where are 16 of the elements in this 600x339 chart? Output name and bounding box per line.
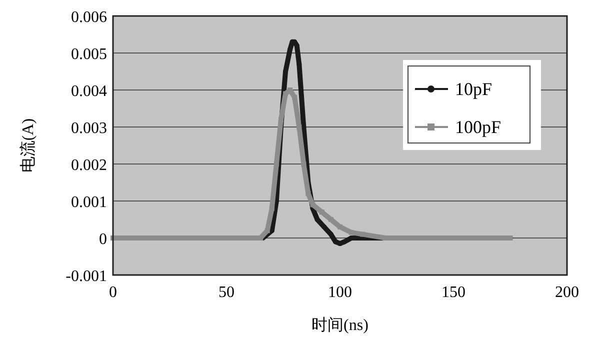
x-tick-label: 150 xyxy=(442,284,466,301)
x-tick-label: 200 xyxy=(555,284,579,301)
y-tick-label: -0.001 xyxy=(66,268,107,285)
legend-label: 100pF xyxy=(455,117,502,137)
legend-label: 10pF xyxy=(455,79,492,99)
x-tick-label: 50 xyxy=(218,284,234,301)
x-axis-title: 时间(ns) xyxy=(312,316,368,334)
y-tick-label: 0.006 xyxy=(71,9,107,26)
y-tick-label: 0.003 xyxy=(71,120,107,137)
y-tick-label: 0.004 xyxy=(71,83,107,100)
y-axis-title: 电流(A) xyxy=(19,118,37,173)
y-tick-label: 0.002 xyxy=(71,157,107,174)
y-tick-label: 0 xyxy=(99,231,107,248)
x-tick-label: 100 xyxy=(328,284,352,301)
y-tick-label: 0.005 xyxy=(71,46,107,63)
y-tick-label: 0.001 xyxy=(71,194,107,211)
